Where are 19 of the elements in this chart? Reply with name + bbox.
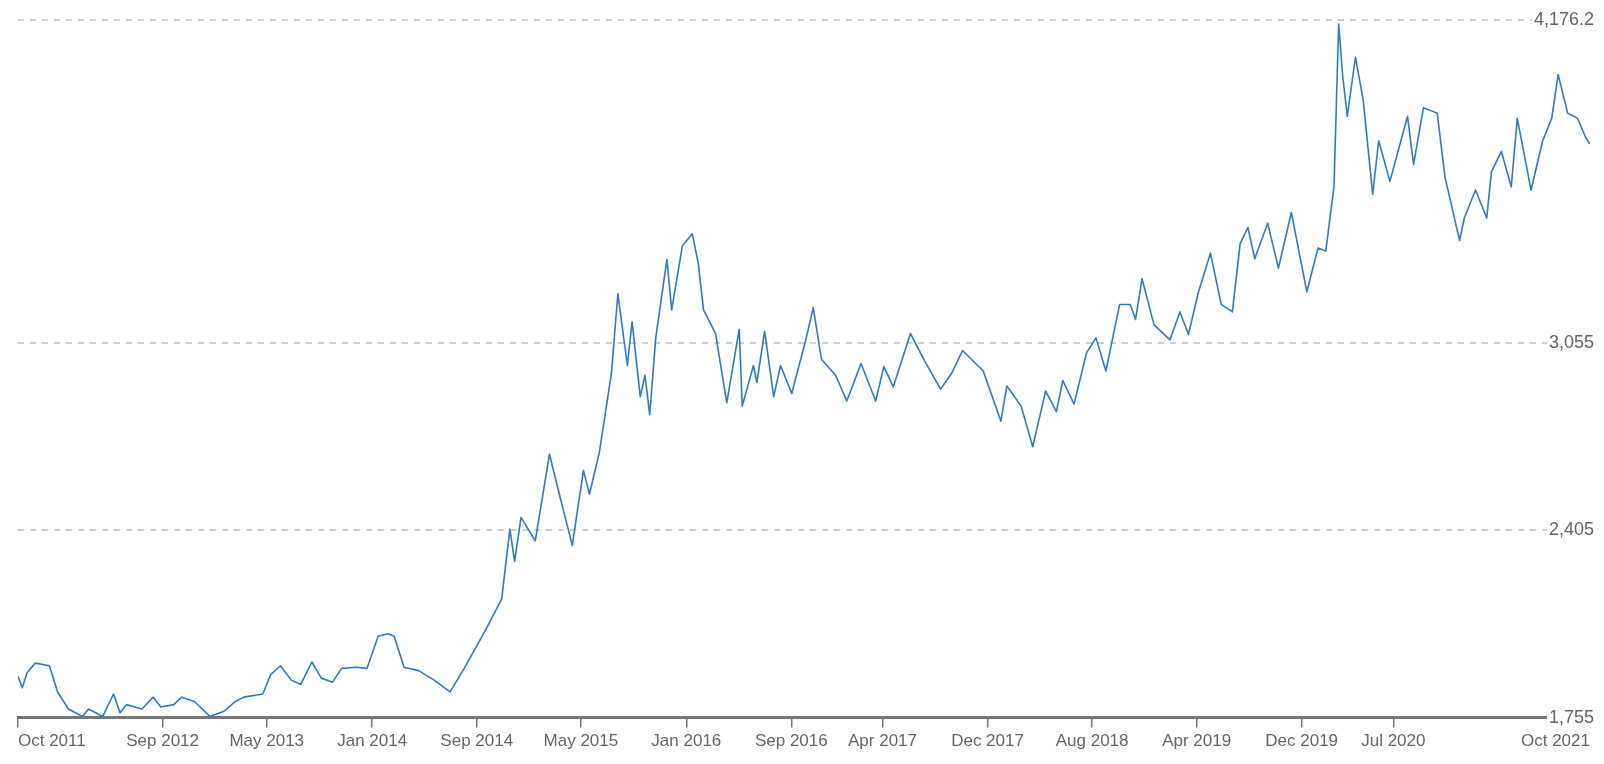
x-tick-label: Apr 2019 bbox=[1162, 731, 1232, 751]
x-tick-label: Apr 2017 bbox=[848, 731, 918, 751]
y-tick-label: 4,176.2 bbox=[1533, 8, 1594, 29]
y-tick-label: 3,055 bbox=[1548, 332, 1594, 353]
x-tick-label: Oct 2011 bbox=[18, 731, 86, 751]
x-tick-label: Jul 2020 bbox=[1361, 731, 1426, 751]
y-tick-label: 2,405 bbox=[1548, 519, 1594, 540]
x-tick-label: Sep 2014 bbox=[440, 731, 514, 751]
x-tick-label: Dec 2017 bbox=[951, 731, 1024, 751]
x-tick-label: Oct 2021 bbox=[1521, 731, 1590, 751]
x-tick-label: Aug 2018 bbox=[1055, 731, 1129, 751]
x-tick-label: Sep 2016 bbox=[754, 731, 828, 751]
x-tick-label: Dec 2019 bbox=[1265, 731, 1339, 751]
x-tick-label: Jan 2016 bbox=[651, 731, 722, 751]
x-tick-label: Jan 2014 bbox=[337, 731, 408, 751]
y-tick-label: 1,755 bbox=[1548, 706, 1594, 727]
x-tick-label: Sep 2012 bbox=[126, 731, 199, 751]
x-tick-label: May 2015 bbox=[543, 731, 619, 751]
x-tick-label: May 2013 bbox=[229, 731, 305, 751]
